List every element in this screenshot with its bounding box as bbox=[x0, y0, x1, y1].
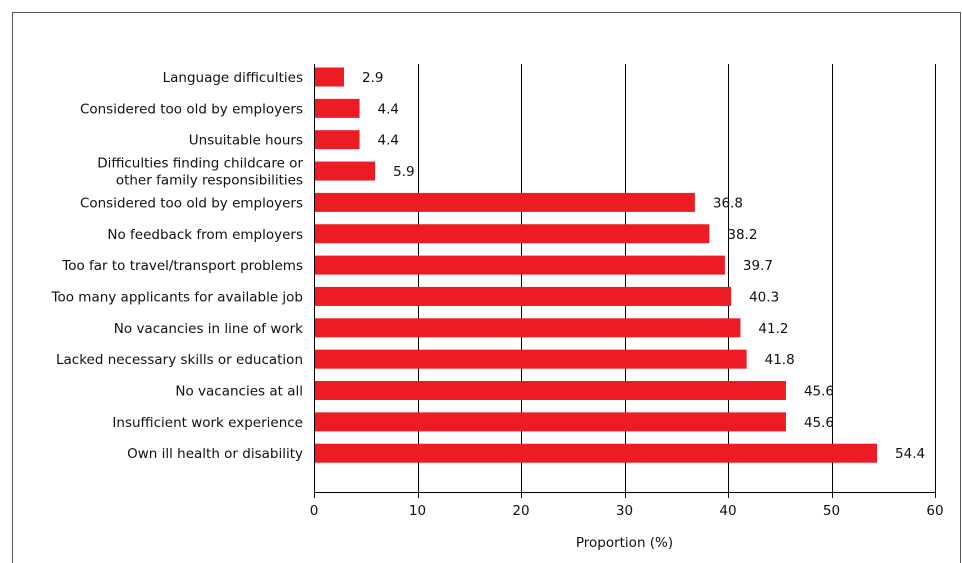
x-tick-label: 30 bbox=[616, 503, 633, 519]
category-label: Insufficient work experience bbox=[112, 415, 303, 431]
category-label: Difficulties finding childcare or bbox=[97, 156, 303, 172]
frame-outline bbox=[12, 12, 961, 563]
data-label: 4.4 bbox=[378, 133, 399, 149]
bar bbox=[314, 98, 360, 118]
data-label: 38.2 bbox=[727, 227, 757, 243]
frame-border bbox=[12, 12, 961, 563]
x-tick-label: 40 bbox=[719, 503, 736, 519]
category-label: Unsuitable hours bbox=[189, 133, 303, 149]
data-label: 4.4 bbox=[378, 101, 399, 117]
data-label: 45.6 bbox=[804, 415, 834, 431]
bar bbox=[314, 286, 732, 306]
category-label: Considered too old by employers bbox=[80, 101, 303, 117]
bar bbox=[314, 443, 878, 463]
data-label: 40.3 bbox=[749, 289, 779, 305]
category-label: Too far to travel/transport problems bbox=[61, 258, 303, 274]
data-label: 5.9 bbox=[393, 164, 414, 180]
category-label: Language difficulties bbox=[163, 70, 303, 86]
value-labels: 2.9 4.4 4.4 5.9 36.8 38.2 39.7 40.3 41.2 41.8 45.6… bbox=[362, 70, 925, 462]
x-tick-label: 50 bbox=[823, 503, 840, 519]
bar bbox=[314, 412, 786, 432]
grid-lines bbox=[418, 64, 936, 492]
bars-group bbox=[314, 67, 878, 463]
x-tick-label: 0 bbox=[310, 503, 319, 519]
category-label: other family responsibilities bbox=[116, 173, 303, 189]
category-label: No feedback from employers bbox=[107, 227, 303, 243]
data-label: 54.4 bbox=[895, 446, 925, 462]
data-label: 45.6 bbox=[804, 384, 834, 400]
category-label: No vacancies at all bbox=[175, 384, 303, 400]
data-label: 39.7 bbox=[743, 258, 773, 274]
category-label: No vacancies in line of work bbox=[114, 321, 303, 337]
bar bbox=[314, 67, 345, 87]
x-tick-label: 10 bbox=[409, 503, 426, 519]
bar bbox=[314, 161, 376, 181]
category-label: Lacked necessary skills or education bbox=[56, 352, 303, 368]
category-label: Own ill health or disability bbox=[127, 446, 303, 462]
data-label: 41.8 bbox=[765, 352, 795, 368]
bar bbox=[314, 381, 786, 400]
x-tick-label: 20 bbox=[512, 503, 529, 519]
data-label: 36.8 bbox=[713, 195, 743, 211]
category-label: Too many applicants for available job bbox=[51, 289, 303, 305]
bar bbox=[314, 224, 710, 244]
data-label: 41.2 bbox=[758, 321, 788, 337]
bar bbox=[314, 192, 695, 212]
bar bbox=[314, 349, 747, 369]
category-label: Considered too old by employers bbox=[80, 195, 303, 211]
data-label: 2.9 bbox=[362, 70, 383, 86]
bar bbox=[314, 255, 725, 275]
x-axis: 0 10 20 30 40 50 60 bbox=[310, 64, 944, 519]
x-axis-title: Proportion (%) bbox=[576, 535, 673, 551]
x-tick-label: 60 bbox=[926, 503, 943, 519]
bar bbox=[314, 318, 741, 338]
category-labels: Language difficulties Considered too old … bbox=[51, 70, 304, 462]
bar bbox=[314, 130, 360, 150]
